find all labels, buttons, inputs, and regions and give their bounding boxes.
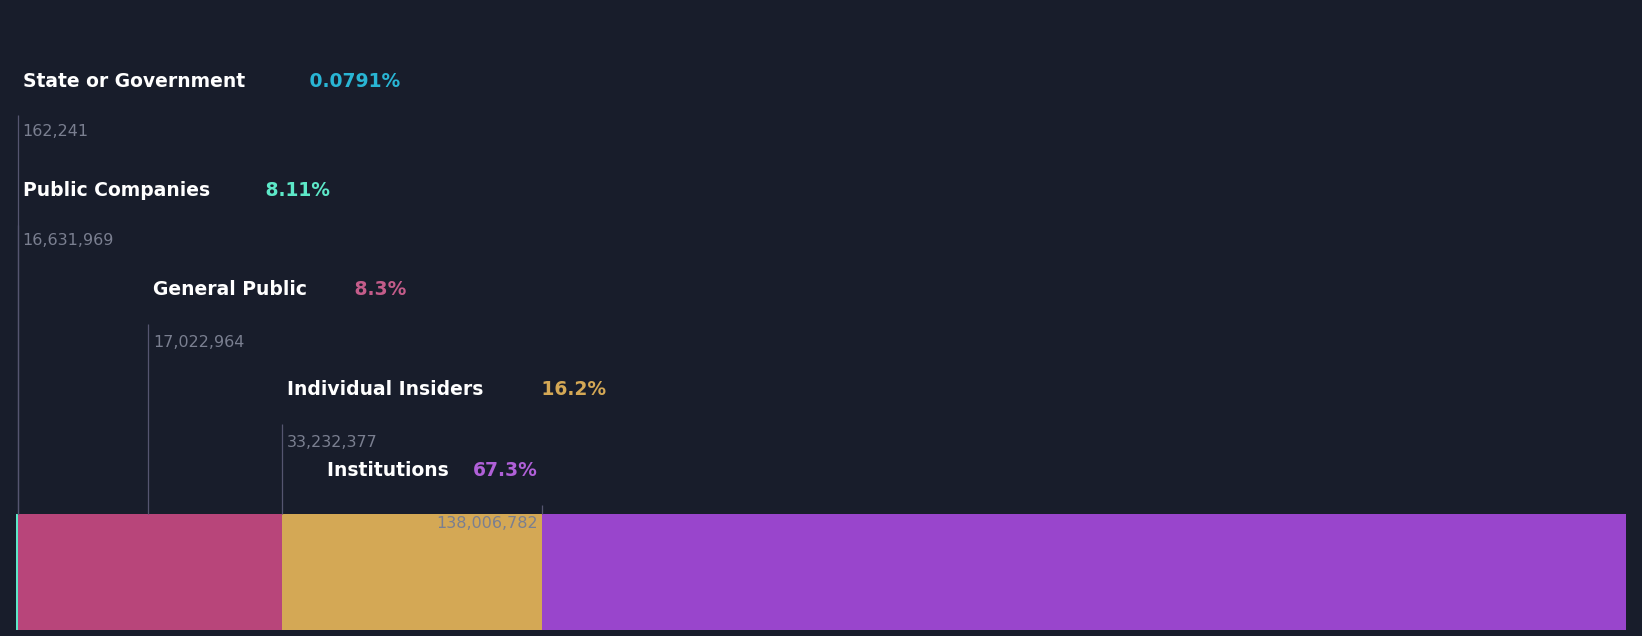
Text: General Public: General Public (153, 280, 307, 300)
Bar (18, 515, 148, 630)
Bar (542, 515, 1626, 630)
Text: 33,232,377: 33,232,377 (287, 435, 378, 450)
Text: Institutions: Institutions (327, 461, 455, 480)
Text: 0.0791%: 0.0791% (304, 72, 401, 91)
Text: 17,022,964: 17,022,964 (153, 335, 245, 350)
Bar (282, 515, 542, 630)
Text: 16,631,969: 16,631,969 (23, 233, 113, 247)
Text: 67.3%: 67.3% (473, 461, 537, 480)
Text: State or Government: State or Government (23, 72, 245, 91)
Text: 16.2%: 16.2% (535, 380, 606, 399)
Text: 162,241: 162,241 (23, 123, 89, 139)
Text: 138,006,782: 138,006,782 (437, 516, 537, 531)
Text: 8.11%: 8.11% (259, 181, 330, 200)
Bar (148, 515, 282, 630)
Text: 8.3%: 8.3% (348, 280, 406, 300)
Text: Individual Insiders: Individual Insiders (287, 380, 483, 399)
Text: Public Companies: Public Companies (23, 181, 210, 200)
